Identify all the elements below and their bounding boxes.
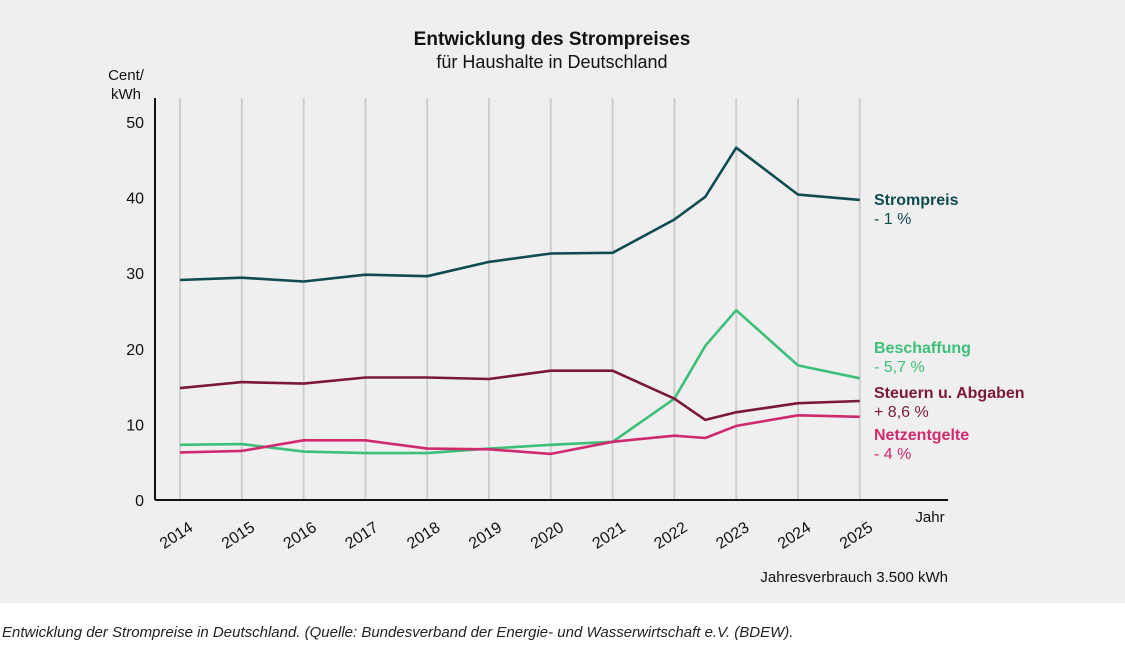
chart-note: Jahresverbrauch 3.500 kWh <box>760 569 948 586</box>
x-tick-label-2022: 2022 <box>651 519 690 553</box>
y-tick-label-0: 0 <box>135 493 144 510</box>
series-change-label-3: - 4 % <box>874 446 911 463</box>
line-chart: Entwicklung des Strompreises für Haushal… <box>108 29 1025 586</box>
series-line-1 <box>179 308 861 455</box>
x-axis-label: Jahr <box>915 509 944 526</box>
x-tick-label-2016: 2016 <box>281 519 320 553</box>
x-ticks: 2014 2015 2016 2017 2018 2019 2020 2021 2022 2023… <box>157 519 876 553</box>
chart-title: Entwicklung des Strompreises <box>414 29 691 50</box>
figure-caption: Entwicklung der Strompreise in Deutschla… <box>2 624 794 641</box>
series-name-label-3: Netzentgelte <box>874 427 969 444</box>
series-change-label-2: + 8,6 % <box>874 404 929 421</box>
y-axis-label-line2: kWh <box>111 86 141 103</box>
series-end-labels: Strompreis - 1 % Beschaffung - 5,7 % Steuern… <box>874 192 1025 463</box>
x-tick-label-2015: 2015 <box>219 519 258 553</box>
y-tick-label-40: 40 <box>126 191 144 208</box>
axes <box>154 98 948 501</box>
series-name-label-2: Steuern u. Abgaben <box>874 385 1025 402</box>
x-tick-label-2018: 2018 <box>404 519 443 553</box>
grid-lines <box>179 98 861 500</box>
series-name-label-0: Strompreis <box>874 192 959 209</box>
x-tick-label-2019: 2019 <box>466 519 505 553</box>
y-tick-label-10: 10 <box>126 417 144 434</box>
chart-subtitle: für Haushalte in Deutschland <box>436 52 667 72</box>
x-tick-label-2024: 2024 <box>775 519 814 553</box>
y-tick-label-30: 30 <box>126 266 144 283</box>
y-axis-label-line1: Cent/ <box>108 67 145 84</box>
y-tick-label-20: 20 <box>126 342 144 359</box>
x-tick-label-2020: 2020 <box>528 519 567 553</box>
chart-panel <box>0 0 1125 603</box>
x-tick-label-2021: 2021 <box>590 519 629 553</box>
series-change-label-0: - 1 % <box>874 211 911 228</box>
y-tick-label-50: 50 <box>126 115 144 132</box>
x-tick-label-2023: 2023 <box>713 519 752 553</box>
x-tick-label-2014: 2014 <box>157 519 196 553</box>
series-change-label-1: - 5,7 % <box>874 359 925 376</box>
series-name-label-1: Beschaffung <box>874 340 971 357</box>
y-ticks: 0 10 20 30 40 50 <box>126 115 144 510</box>
series-line-3 <box>179 414 860 456</box>
series-line-2 <box>179 369 860 422</box>
series-line-0 <box>179 146 860 283</box>
x-tick-label-2025: 2025 <box>837 519 876 553</box>
x-tick-label-2017: 2017 <box>342 519 381 553</box>
series-group <box>179 146 861 456</box>
